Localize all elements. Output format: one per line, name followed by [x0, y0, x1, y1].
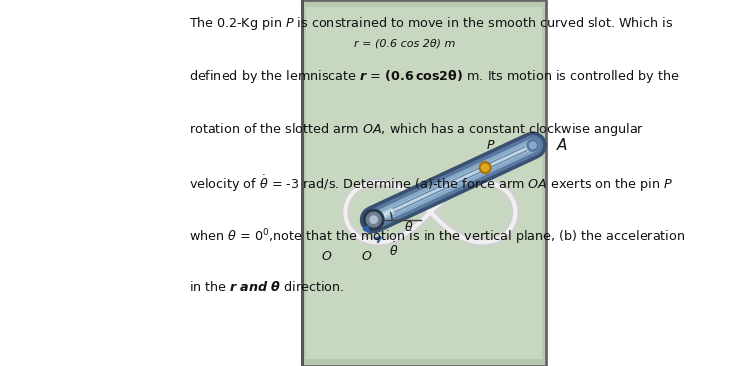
- Circle shape: [530, 142, 536, 149]
- Text: velocity of $\dot{\theta}$ = -3 rad/s. Determine (a)-the force arm $OA$ exerts o: velocity of $\dot{\theta}$ = -3 rad/s. D…: [189, 174, 673, 194]
- Text: defined by the lemniscate $\bfit{r}$ = $\mathbf{(0.6\,cos2\theta)}$ m. Its motio: defined by the lemniscate $\bfit{r}$ = $…: [189, 68, 679, 85]
- Text: A: A: [557, 138, 568, 153]
- FancyBboxPatch shape: [302, 0, 545, 366]
- Circle shape: [366, 212, 381, 227]
- Circle shape: [482, 164, 489, 171]
- Text: O: O: [361, 250, 371, 263]
- FancyBboxPatch shape: [306, 7, 542, 359]
- Text: O: O: [321, 250, 331, 263]
- Text: when $\theta$ = 0$^0$,note that the motion is in the vertical plane, (b) the acc: when $\theta$ = 0$^0$,note that the moti…: [189, 227, 685, 247]
- Text: r = (0.6 cos 2θ) m: r = (0.6 cos 2θ) m: [354, 39, 455, 49]
- Circle shape: [363, 209, 384, 230]
- Text: The 0.2-Kg pin $P$ is constrained to move in the smooth curved slot. Which is: The 0.2-Kg pin $P$ is constrained to mov…: [189, 15, 673, 31]
- Circle shape: [370, 216, 377, 223]
- Circle shape: [527, 139, 539, 151]
- Circle shape: [480, 162, 491, 173]
- Text: in the $\bfit{r}$ $\bfit{and}$ $\bfit{\theta}$ direction.: in the $\bfit{r}$ $\bfit{and}$ $\bfit{\t…: [189, 280, 344, 294]
- Text: $\dot{\theta}$: $\dot{\theta}$: [389, 242, 399, 259]
- Text: $\theta$: $\theta$: [404, 220, 413, 234]
- Text: P: P: [487, 139, 494, 152]
- Text: rotation of the slotted arm $OA$, which has a constant clockwise angular: rotation of the slotted arm $OA$, which …: [189, 121, 644, 138]
